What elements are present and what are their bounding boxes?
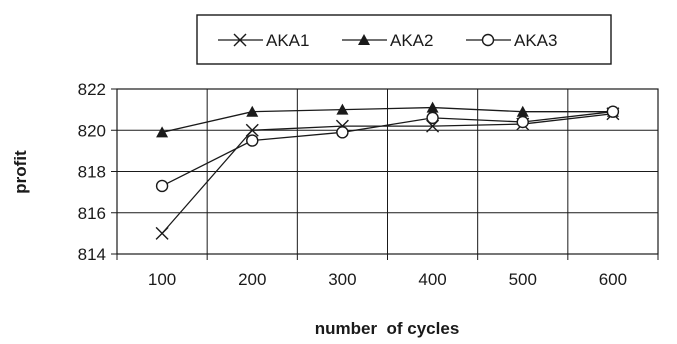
- y-axis-title: profit: [11, 150, 30, 194]
- legend-item-aka3: AKA3: [466, 31, 557, 50]
- legend-label: AKA2: [390, 31, 433, 50]
- x-tick-label: 200: [238, 270, 266, 289]
- y-tick-label: 822: [78, 80, 106, 99]
- legend-item-aka2: AKA2: [342, 31, 433, 50]
- series-line-aka3: [161, 111, 613, 187]
- x-tick-label: 300: [328, 270, 356, 289]
- data-point-aka1: [245, 123, 259, 137]
- legend-label: AKA3: [514, 31, 557, 50]
- legend-item-aka1: AKA1: [218, 31, 309, 50]
- legend-marker: [481, 33, 495, 47]
- legend-box: [196, 14, 612, 65]
- legend: AKA1 AKA2 AKA3: [196, 14, 612, 65]
- data-point-aka3: [426, 111, 439, 125]
- legend-marker: [233, 33, 247, 47]
- y-tick-label: 818: [78, 163, 106, 182]
- legend-label: AKA1: [266, 31, 309, 50]
- grid: [117, 88, 658, 255]
- data-point-aka1: [155, 226, 169, 240]
- data-point-aka3: [155, 179, 169, 193]
- data-point-aka2: [426, 101, 439, 113]
- x-axis: 100 200 300 400 500 600: [116, 254, 659, 289]
- x-tick-label: 400: [418, 270, 446, 289]
- y-tick-label: 814: [78, 245, 106, 264]
- y-axis: 814 816 818 820 822: [78, 80, 117, 264]
- x-tick-label: 600: [599, 270, 627, 289]
- x-tick-label: 100: [148, 270, 176, 289]
- data-point-aka2: [246, 105, 259, 117]
- x-tick-label: 500: [509, 270, 537, 289]
- series-lines: [161, 106, 613, 234]
- series-markers: [155, 101, 620, 240]
- data-point-aka2: [156, 126, 169, 138]
- data-point-aka3: [606, 105, 620, 118]
- legend-marker: [358, 34, 370, 45]
- data-point-aka3: [516, 115, 529, 129]
- data-point-aka2: [516, 105, 529, 117]
- data-point-aka3: [246, 134, 259, 147]
- data-point-aka3: [336, 126, 349, 139]
- y-tick-label: 816: [78, 204, 106, 223]
- data-point-aka2: [336, 103, 349, 115]
- series-line-aka2: [161, 106, 613, 133]
- x-axis-title: number of cycles: [315, 319, 460, 338]
- y-tick-label: 820: [78, 121, 106, 140]
